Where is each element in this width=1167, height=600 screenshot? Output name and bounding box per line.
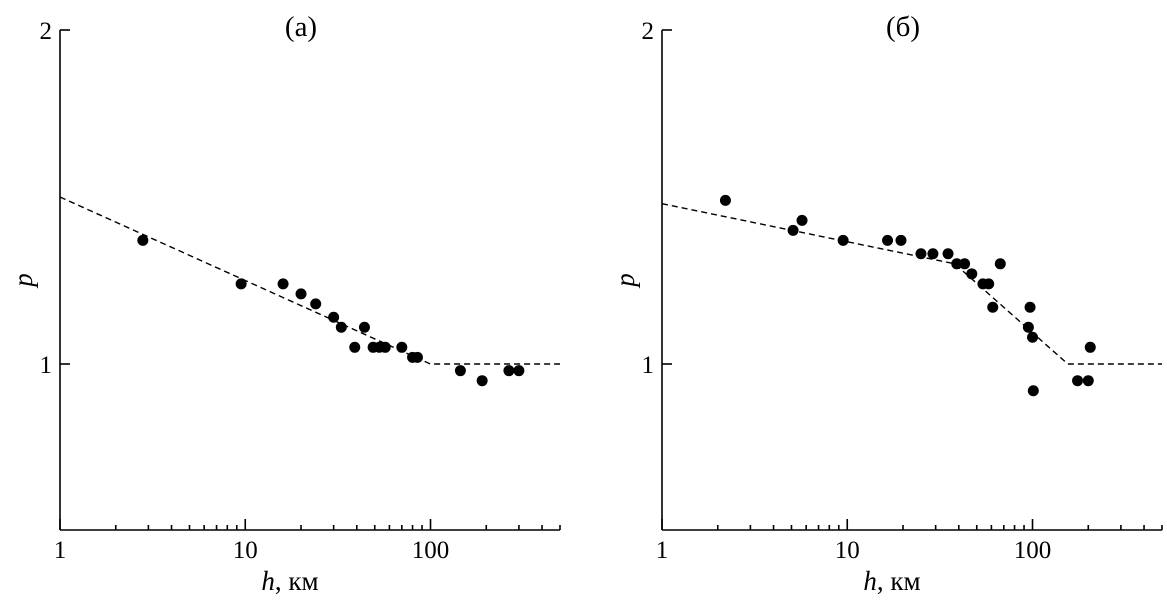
data-point [1022,321,1034,333]
panel-title: (б) [886,11,920,43]
data-point [994,258,1006,270]
data-point [927,248,939,260]
x-axis-label: h, км [261,566,318,596]
x-tick-label: 10 [233,537,258,564]
x-tick-label: 1 [656,537,669,564]
x-tick-label: 100 [1014,537,1052,564]
data-point [295,288,307,300]
data-point [796,214,808,226]
data-point [882,234,894,246]
x-axis-label-variable: h [863,566,877,596]
panel-title: (а) [285,11,317,43]
data-point [983,278,995,290]
data-point [454,365,466,377]
data-point [310,298,322,310]
x-axis-label: h, км [863,566,920,596]
data-point [1084,341,1096,353]
data-point [1082,375,1094,387]
data-point [787,224,799,236]
data-point [837,234,849,246]
data-point [1072,375,1084,387]
panel-b: 1 2 1 10 100 (б) h, км p [610,11,1163,596]
data-point [951,258,963,270]
data-point [358,321,370,333]
fit-line [661,203,1162,365]
x-axis-label-unit: , км [275,566,319,596]
data-point [277,278,289,290]
data-point [966,268,978,280]
x-axis-label-unit: , км [877,566,921,596]
data-point [137,234,149,246]
data-point [987,301,999,313]
y-tick-label: 1 [40,352,53,379]
data-point [503,365,515,377]
data-point [1027,385,1039,397]
x-tick-label: 100 [412,537,450,564]
data-point [1024,301,1036,313]
data-point [396,341,408,353]
y-tick-label: 2 [642,18,655,45]
y-axis-label: p [8,273,38,289]
data-point [335,321,347,333]
y-tick-label: 1 [642,352,655,379]
data-point [915,248,927,260]
data-point [328,311,340,323]
data-point [513,365,525,377]
y-tick-label: 2 [40,18,53,45]
panel-a: 1 2 1 10 100 (а) h, км p [8,11,561,596]
data-point [235,278,247,290]
x-tick-label: 1 [54,537,67,564]
data-point [895,234,907,246]
data-point [476,375,488,387]
data-point [959,258,971,270]
data-point [379,341,391,353]
y-axis-label: p [610,273,640,289]
fit-line [59,196,560,365]
data-point [349,341,361,353]
data-point [719,194,731,206]
data-point [411,351,423,363]
x-axis-label-variable: h [261,566,275,596]
x-tick-label: 10 [835,537,860,564]
data-point [1027,331,1039,343]
data-point [942,248,954,260]
